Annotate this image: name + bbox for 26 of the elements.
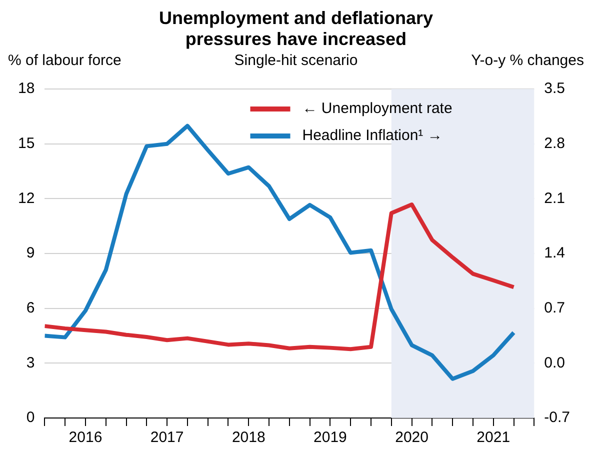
chart-subtitle: Single-hit scenario <box>234 52 358 70</box>
legend-label: Headline Inflation¹ → <box>302 127 442 144</box>
y2-tick-label: -0.7 <box>544 409 570 426</box>
y2-tick-label: 3.5 <box>544 80 566 98</box>
y2-tick-label: 2.1 <box>544 190 566 207</box>
y-tick-label: 6 <box>26 299 35 316</box>
x-tick-label: 2018 <box>232 429 266 446</box>
y2-tick-label: 0.0 <box>544 354 566 372</box>
y-tick-label: 15 <box>18 134 35 152</box>
y-tick-label: 12 <box>18 190 35 207</box>
legend-label: ← Unemployment rate <box>302 100 452 118</box>
x-tick-label: 2016 <box>68 429 102 446</box>
y-axis-title: % of labour force <box>8 52 122 70</box>
x-tick-label: 2020 <box>395 429 428 446</box>
x-tick-label: 2021 <box>476 429 510 446</box>
y-tick-label: 9 <box>26 244 35 262</box>
chart-title: Unemployment and deflationary pressures have increased <box>158 8 434 50</box>
y-tick-label: 18 <box>18 80 35 98</box>
y2-tick-label: 0.7 <box>544 299 566 316</box>
y2-tick-label: 1.4 <box>544 244 566 262</box>
y-tick-label: 3 <box>26 354 35 372</box>
x-tick-label: 2019 <box>314 429 347 446</box>
y2-tick-label: 2.8 <box>544 134 566 152</box>
y2-axis-title: Y-o-y % changes <box>470 52 584 70</box>
x-tick-label: 2017 <box>150 429 184 446</box>
y-tick-label: 0 <box>26 409 35 426</box>
